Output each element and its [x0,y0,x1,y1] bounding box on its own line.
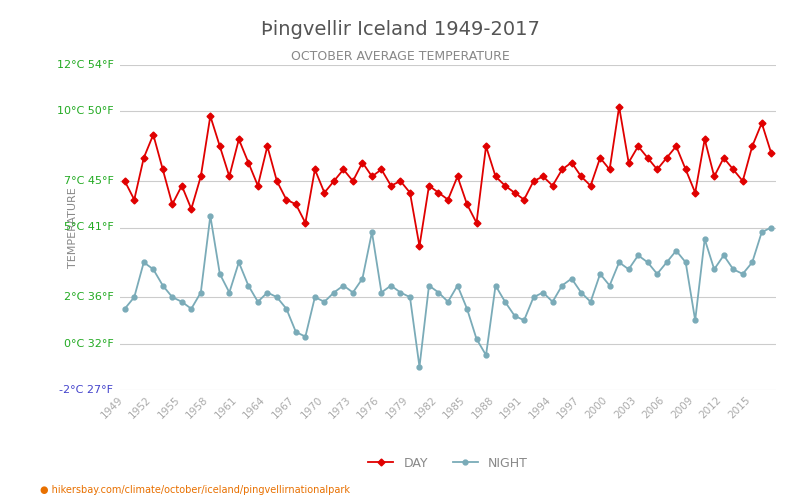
NIGHT [510,312,519,318]
Text: Þingvellir Iceland 1949-2017: Þingvellir Iceland 1949-2017 [261,20,539,39]
NIGHT [206,213,215,219]
Text: 7°C 45°F: 7°C 45°F [63,176,114,186]
NIGHT [234,260,244,266]
NIGHT [634,252,643,258]
DAY [167,202,177,207]
Line: DAY: DAY [122,104,774,249]
Text: 10°C 50°F: 10°C 50°F [57,106,114,117]
NIGHT [253,299,262,305]
DAY [414,243,424,249]
DAY [634,143,643,149]
Text: -2°C 27°F: -2°C 27°F [59,385,114,395]
DAY [766,150,776,156]
Legend: DAY, NIGHT: DAY, NIGHT [363,452,533,475]
DAY [225,174,234,180]
Text: 12°C 54°F: 12°C 54°F [57,60,114,70]
NIGHT [414,364,424,370]
NIGHT [766,224,776,230]
Text: OCTOBER AVERAGE TEMPERATURE: OCTOBER AVERAGE TEMPERATURE [290,50,510,63]
DAY [757,120,766,126]
Line: NIGHT: NIGHT [122,214,774,369]
Text: 5°C 41°F: 5°C 41°F [64,222,114,232]
Text: 2°C 36°F: 2°C 36°F [64,292,114,302]
DAY [500,182,510,188]
NIGHT [167,294,177,300]
NIGHT [757,229,766,235]
DAY [614,104,624,110]
DAY [120,178,130,184]
NIGHT [120,306,130,312]
Text: ● hikersbay.com/climate/october/iceland/pingvellirnationalpark: ● hikersbay.com/climate/october/iceland/… [40,485,350,495]
Y-axis label: TEMPERATURE: TEMPERATURE [69,187,78,268]
DAY [243,160,253,166]
Text: 0°C 32°F: 0°C 32°F [64,338,114,348]
